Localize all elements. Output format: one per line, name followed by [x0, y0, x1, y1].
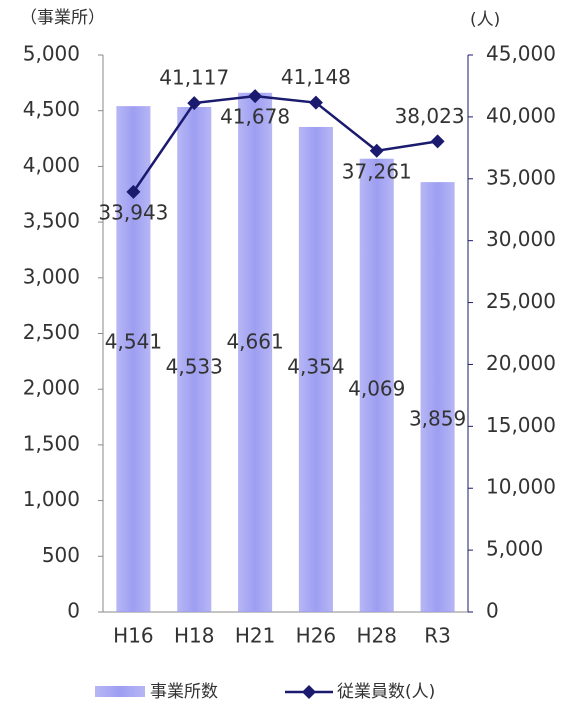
x-tick-label: H16	[113, 624, 154, 648]
bar	[420, 182, 455, 612]
y-tick-label: 5,000	[23, 42, 80, 66]
legend-label: 従業員数(人)	[337, 682, 435, 702]
y-tick-label: 3,000	[23, 264, 80, 288]
y-tick-label: 3,500	[23, 209, 80, 233]
legend-swatch	[95, 686, 145, 697]
x-tick-label: R3	[424, 624, 451, 648]
bar	[177, 107, 212, 612]
x-tick-label: H26	[296, 624, 337, 648]
x-tick-label: H18	[174, 624, 215, 648]
y-tick-label: 500	[42, 543, 80, 567]
y-tick-label: 2,000	[23, 376, 80, 400]
marker	[126, 184, 141, 199]
line	[132, 94, 438, 193]
y2-tick-label: 5,000	[486, 537, 543, 561]
y2-tick-label: 10,000	[486, 475, 556, 499]
line-value-label: 41,117	[159, 66, 229, 90]
y2-tick-label: 35,000	[486, 165, 556, 189]
y-tick-label: 0	[67, 599, 80, 623]
bar-value-label: 4,354	[287, 355, 344, 379]
line-value-label: 33,943	[98, 200, 168, 224]
bar-value-label: 4,661	[226, 330, 283, 354]
y2-tick-label: 45,000	[486, 42, 556, 66]
marker	[369, 143, 384, 158]
y-tick-label: 1,500	[23, 431, 80, 455]
bar	[359, 158, 394, 613]
marker	[187, 96, 202, 111]
bar-value-label: 4,541	[105, 330, 162, 354]
y-axis-title: （事業所）	[20, 8, 105, 28]
bar-value-label: 4,069	[348, 377, 405, 401]
legend-label: 事業所数	[150, 682, 218, 702]
y2-tick-label: 40,000	[486, 103, 556, 127]
y-tick-label: 4,000	[23, 153, 80, 177]
marker	[248, 89, 263, 104]
y2-tick-label: 15,000	[486, 413, 556, 437]
x-tick-label: H28	[357, 624, 398, 648]
y-tick-label: 1,000	[23, 487, 80, 511]
marker	[308, 95, 323, 110]
y2-tick-label: 30,000	[486, 227, 556, 251]
y-tick-label: 2,500	[23, 320, 80, 344]
x-tick-label: H21	[235, 624, 276, 648]
y2-tick-label: 25,000	[486, 289, 556, 313]
line-value-label: 41,148	[281, 65, 351, 89]
bar	[238, 92, 273, 613]
y-tick-label: 4,500	[23, 97, 80, 121]
y2-tick-label: 20,000	[486, 351, 556, 375]
y2-axis-title: (人)	[470, 10, 500, 30]
legend-marker	[302, 685, 316, 699]
y2-tick-label: 0	[486, 599, 499, 623]
bar	[116, 106, 151, 612]
bar	[298, 126, 333, 612]
marker	[430, 134, 445, 149]
line-value-label: 38,023	[395, 104, 465, 128]
bar-value-label: 4,533	[166, 355, 223, 379]
line-value-label: 41,678	[220, 105, 290, 129]
bar-value-label: 3,859	[409, 407, 466, 431]
line-value-label: 37,261	[342, 159, 412, 183]
